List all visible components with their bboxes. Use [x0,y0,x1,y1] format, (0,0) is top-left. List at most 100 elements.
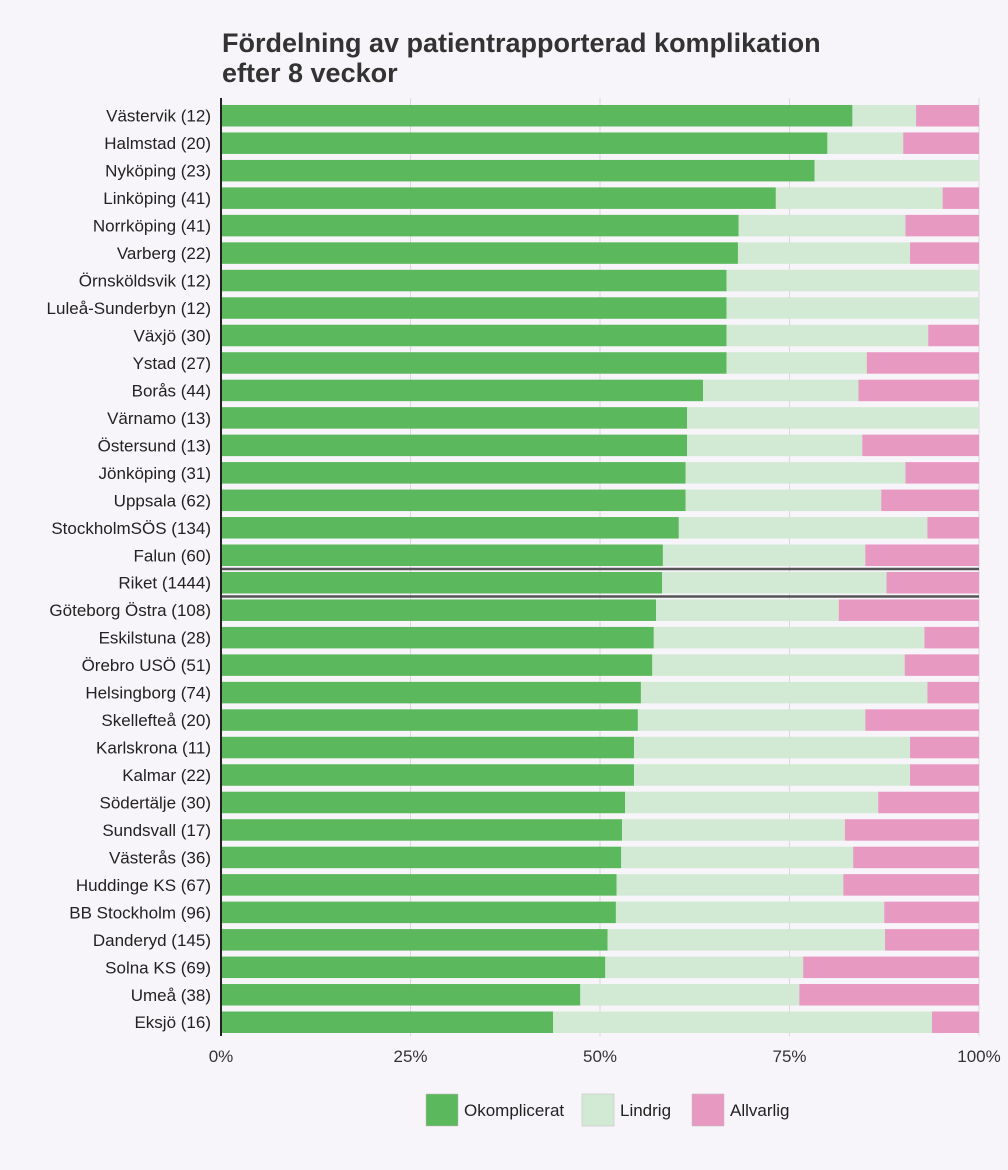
bar-segment-lindrig [726,269,979,292]
bar-segment-lindrig [637,709,866,731]
legend-swatch [581,1093,615,1127]
category-label: Örnsköldsvik (12) [79,272,211,291]
category-label: StockholmSÖS (134) [51,519,211,538]
bar-row-sodertalje [221,791,979,814]
bar-segment-allvarlig [928,324,979,347]
bar-segment-allvarlig [910,736,979,759]
category-label: Borås (44) [132,381,211,400]
bar-segment-okomplicerat [221,654,653,676]
bar-segment-lindrig [687,407,979,429]
bar-segment-okomplicerat [221,956,606,979]
bar-row-goteborg-ostra [221,599,979,621]
category-label: Karlskrona (11) [96,739,211,758]
category-label: Eskilstuna (28) [99,629,211,648]
category-label: Umeå (38) [131,986,211,1005]
bar-segment-okomplicerat [221,984,581,1006]
bar-row-bb-stockholm [221,901,979,924]
chart-title-line-2: efter 8 veckor [222,58,398,88]
chart-title: Fördelning av patientrapporterad komplik… [222,28,821,88]
bar-segment-allvarlig [905,214,979,237]
bar-segment-lindrig [615,901,885,924]
bar-segment-allvarlig [865,544,979,567]
bar-segment-okomplicerat [221,242,738,264]
bar-segment-lindrig [678,517,928,539]
bar-segment-okomplicerat [221,599,657,621]
bar-segment-okomplicerat [221,187,776,209]
category-labels: Västervik (12) Halmstad (20) Nyköping (23)… [47,107,211,1033]
bar-row-riket [221,571,979,594]
bar-row-skelleftea [221,709,979,731]
bar-segment-allvarlig [903,132,979,154]
x-axis: 0% 25% 50% 75% 100% [209,98,1001,1066]
bar-row-norrkoping [221,214,979,237]
category-label: Falun (60) [134,546,211,565]
bar-segment-allvarlig [878,791,979,814]
legend-swatch [691,1093,725,1127]
bar-segment-okomplicerat [221,736,635,759]
bar-segment-okomplicerat [221,462,686,484]
bar-segment-okomplicerat [221,269,727,292]
bar-row-varnamo [221,407,979,429]
bar-segment-allvarlig [866,352,979,374]
bar-segment-allvarlig [910,764,979,786]
bar-segment-lindrig [607,929,886,951]
bar-segment-okomplicerat [221,517,679,539]
x-tick-label: 0% [209,1047,234,1066]
bar-segment-okomplicerat [221,434,688,457]
category-label: Växjö (30) [134,326,211,345]
bar-segment-lindrig [625,791,879,814]
category-label: Skellefteå (20) [101,711,211,730]
bar-segment-okomplicerat [221,681,641,704]
category-label: Jönköping (31) [99,464,211,483]
bar-row-orebro-uso [221,654,979,676]
bar-segment-lindrig [738,214,906,237]
bar-segment-allvarlig [838,599,979,621]
bar-segment-allvarlig [799,984,979,1006]
bar-segment-okomplicerat [221,901,616,924]
bar-segment-okomplicerat [221,1011,554,1033]
bar-segment-lindrig [652,654,905,676]
bar-row-falun [221,544,979,567]
x-tick-label: 75% [772,1047,806,1066]
bar-segment-allvarlig [942,187,979,209]
category-label: Danderyd (145) [93,931,211,950]
category-label: Huddinge KS (67) [76,876,211,895]
x-tick-label: 50% [583,1047,617,1066]
category-label: Göteborg Östra (108) [49,601,211,620]
category-label: Riket (1444) [118,574,211,593]
bar-segment-allvarlig [904,654,979,676]
legend: Okomplicerat Lindrig Allvarlig [425,1093,790,1127]
bar-segment-okomplicerat [221,791,626,814]
bar-row-stockholmsos [221,517,979,539]
bar-segment-allvarlig [885,929,979,951]
bar-segment-lindrig [685,462,906,484]
bar-segment-allvarlig [884,901,979,924]
bar-segment-lindrig [634,764,911,786]
bar-segment-okomplicerat [221,764,635,786]
bar-segment-allvarlig [932,1011,979,1033]
bar-row-eskilstuna [221,626,979,649]
bar-segment-allvarlig [843,874,979,896]
bar-segment-lindrig [685,489,882,512]
bar-segment-okomplicerat [221,104,853,127]
legend-label: Lindrig [620,1101,671,1120]
category-label: Södertälje (30) [99,793,211,812]
bar-segment-okomplicerat [221,379,704,402]
bar-row-nykoping [221,159,979,182]
bar-row-sundsvall [221,819,979,841]
bar-row-lulea-sunderbyn [221,297,979,319]
bar-segment-okomplicerat [221,874,617,896]
bar-row-ornskoldsvik [221,269,979,292]
bar-segment-lindrig [553,1011,933,1033]
bar-row-linkoping [221,187,979,209]
bar-segment-lindrig [580,984,800,1006]
bar-segment-okomplicerat [221,159,815,182]
bar-row-varberg [221,242,979,264]
category-label: Solna KS (69) [105,958,211,977]
bar-segment-allvarlig [862,434,979,457]
bar-segment-allvarlig [886,571,979,594]
chart-title-line-1: Fördelning av patientrapporterad komplik… [222,28,821,58]
bar-segment-okomplicerat [221,407,688,429]
bar-row-helsingborg [221,681,979,704]
